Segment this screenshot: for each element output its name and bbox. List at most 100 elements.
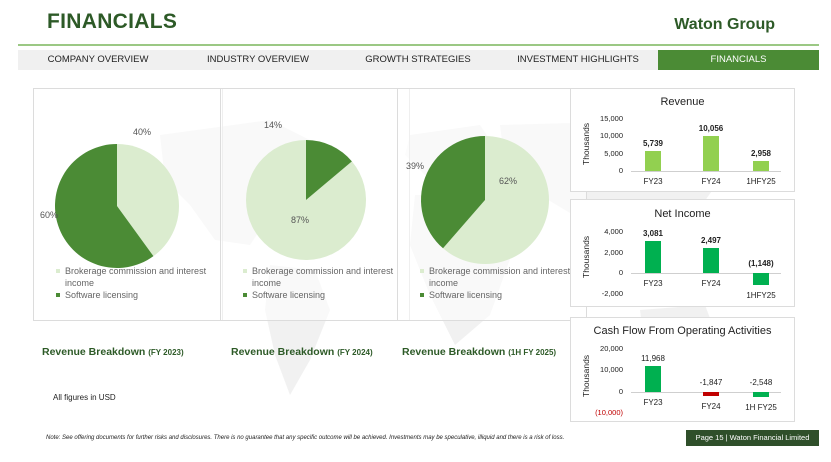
legend-swatch-light (420, 269, 424, 273)
y-tick-label: 20,000 (600, 344, 623, 353)
pie-label-dark: 14% (264, 120, 283, 130)
bar-fy23 (645, 151, 661, 171)
data-label: 2,958 (750, 148, 772, 158)
y-tick-label: 0 (618, 386, 623, 396)
pie-legend: Brokerage commission and interest income… (56, 265, 221, 301)
legend-item-software: Software licensing (420, 289, 585, 301)
y-tick-label: -2,000 (601, 289, 623, 298)
legend-swatch-light (243, 269, 247, 273)
legend-item-brokerage: Brokerage commission and interest income (243, 265, 408, 289)
y-tick-label: 10,000 (600, 131, 623, 141)
zero-axis-line (631, 273, 781, 275)
y-axis-title: Thousands (581, 122, 591, 165)
pie-chart-1hfy2025 (420, 136, 549, 264)
x-tick-label: FY23 (643, 177, 663, 186)
y-tick-label: 0 (618, 268, 623, 278)
section-nav: COMPANY OVERVIEW INDUSTRY OVERVIEW GROWT… (18, 50, 819, 70)
legend-item-brokerage: Brokerage commission and interest income (56, 265, 221, 289)
y-tick-label: 15,000 (600, 114, 623, 123)
legend-item-brokerage: Brokerage commission and interest income (420, 265, 585, 289)
page-number-badge: Page 15 | Waton Financial Limited (686, 430, 819, 446)
legend-label: Software licensing (429, 290, 503, 300)
net-income-chart: Net Income Thousands 4,000 2,000 0 -2,000 3,0… (570, 199, 795, 307)
pie-legend: Brokerage commission and interest income… (243, 265, 408, 301)
data-label: 3,081 (642, 229, 664, 239)
bar-fy23 (645, 241, 661, 274)
data-label: 10,056 (698, 124, 724, 134)
chart-title: Net Income (654, 208, 711, 220)
y-tick-label: 4,000 (604, 227, 623, 236)
x-tick-label: FY23 (643, 279, 663, 289)
pie-card-1hfy2025: 39% 62% Brokerage commission and interes… (397, 88, 587, 321)
x-tick-label: FY23 (643, 397, 663, 407)
bar-fy24 (703, 136, 719, 171)
x-tick-label: 1HFY25 (746, 291, 776, 301)
bar-fy24 (703, 247, 719, 274)
y-tick-label: 5,000 (604, 148, 623, 158)
pie-title-main: Revenue Breakdown (402, 346, 509, 358)
legend-swatch-light (56, 269, 60, 273)
pie-title-period: (FY 2024) (337, 348, 373, 357)
disclaimer-note: Note: See offering documents for further… (46, 435, 565, 441)
pie-label-dark: 60% (40, 210, 59, 220)
page-title: FINANCIALS (47, 10, 178, 33)
cash-flow-chart: Cash Flow From Operating Activities Thou… (570, 317, 795, 422)
pie-slice-software (54, 144, 154, 268)
bar-fy23 (645, 366, 661, 392)
data-label: 5,739 (642, 139, 664, 149)
tab-industry-overview[interactable]: INDUSTRY OVERVIEW (207, 54, 309, 65)
pie-legend: Brokerage commission and interest income… (420, 265, 585, 301)
legend-item-software: Software licensing (56, 289, 221, 301)
data-label: -2,548 (749, 377, 773, 387)
pie-label-light: 87% (291, 215, 310, 225)
x-tick-label: FY24 (701, 401, 721, 411)
pie-card-fy2024: 14% 87% Brokerage commission and interes… (220, 88, 410, 321)
x-tick-label: 1HFY25 (746, 177, 776, 186)
bar-1hfy25 (753, 273, 769, 286)
pie-card-fy2023: 40% 60% Brokerage commission and interes… (33, 88, 223, 321)
data-label: 2,497 (700, 235, 722, 245)
y-tick-label: (10,000) (595, 408, 623, 417)
legend-swatch-dark (420, 293, 424, 297)
y-tick-label: 2,000 (604, 247, 623, 257)
tab-growth-strategies[interactable]: GROWTH STRATEGIES (365, 54, 471, 65)
pie-title-1hfy2025: Revenue Breakdown (1H FY 2025) (402, 346, 556, 358)
legend-label: Software licensing (65, 290, 139, 300)
bar-fy24 (703, 391, 719, 396)
pie-title-period: (1H FY 2025) (508, 348, 557, 357)
pie-label-dark: 39% (406, 161, 425, 171)
legend-label: Brokerage commission and interest income (429, 266, 571, 288)
pie-label-light: 62% (499, 176, 518, 186)
y-tick-label: 10,000 (600, 365, 623, 375)
legend-swatch-dark (243, 293, 247, 297)
data-label: -1,847 (699, 377, 723, 387)
pie-label-light: 40% (133, 127, 152, 137)
bar-1hfy25 (753, 391, 769, 398)
pie-slice-software (306, 140, 352, 200)
tab-investment-highlights[interactable]: INVESTMENT HIGHLIGHTS (517, 54, 639, 65)
pie-title-period: (FY 2023) (148, 348, 184, 357)
legend-label: Software licensing (252, 290, 326, 300)
pie-slice-brokerage (117, 144, 179, 257)
pie-slice-software (420, 136, 485, 249)
y-tick-label: 0 (618, 166, 623, 175)
data-label: 11,968 (641, 354, 665, 364)
header-divider (18, 44, 819, 46)
x-tick-label: FY24 (701, 279, 721, 289)
legend-swatch-dark (56, 293, 60, 297)
tab-financials[interactable]: FINANCIALS (658, 50, 819, 70)
pie-title-main: Revenue Breakdown (231, 346, 338, 358)
x-tick-label: FY24 (701, 177, 721, 186)
tab-company-overview[interactable]: COMPANY OVERVIEW (47, 54, 149, 65)
zero-axis-line (631, 171, 781, 172)
revenue-chart: Revenue Thousands 15,000 10,000 5,000 0 5,739… (570, 88, 795, 192)
pie-title-main: Revenue Breakdown (42, 346, 149, 358)
pie-slice-brokerage (246, 140, 367, 260)
pie-chart-fy2023 (54, 144, 179, 268)
chart-title: Revenue (660, 96, 705, 108)
brand-logo-text: Waton Group (674, 16, 775, 33)
data-label: (1,148) (748, 259, 774, 269)
chart-title: Cash Flow From Operating Activities (593, 325, 772, 337)
legend-label: Brokerage commission and interest income (65, 266, 207, 288)
legend-label: Brokerage commission and interest income (252, 266, 394, 288)
